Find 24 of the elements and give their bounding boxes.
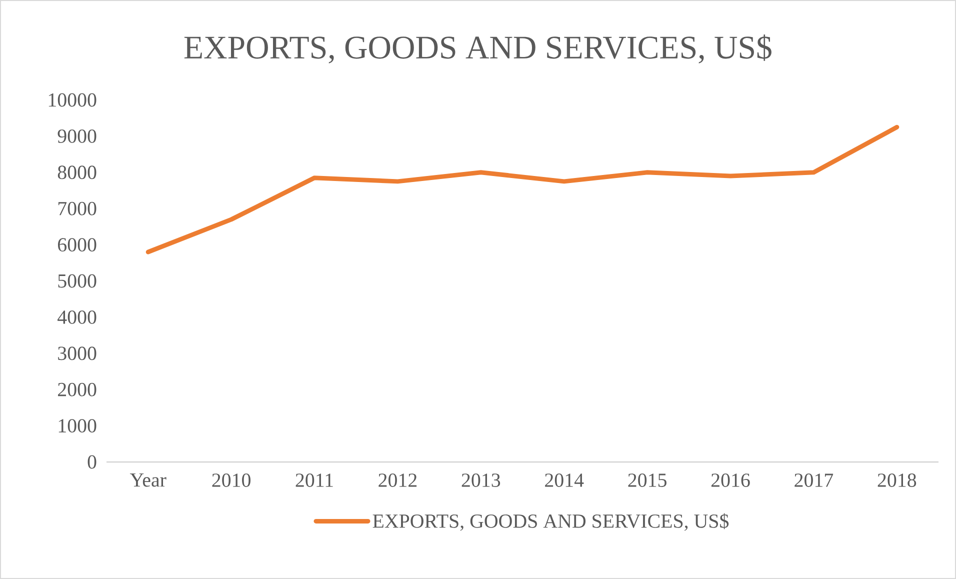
x-tick-label: Year [130, 474, 166, 487]
x-tick-label: 2014 [545, 474, 584, 487]
x-tick-label: 2017 [794, 474, 834, 487]
y-tick-label: 1000 [58, 419, 96, 432]
chart-title: EXPORTS, GOODS AND SERVICES, US$ [184, 34, 772, 64]
x-tick-label: 2012 [378, 474, 417, 487]
y-tick-label: 4000 [58, 310, 96, 324]
x-tick-label: 2010 [212, 474, 250, 487]
x-tick-label: 2016 [711, 474, 750, 487]
y-tick-label: 6000 [58, 238, 96, 252]
y-tick-label: 2000 [58, 382, 96, 396]
x-tick-label: 2018 [878, 474, 916, 487]
legend-label: EXPORTS, GOODS AND SERVICES, US$ [372, 513, 729, 531]
line-series [146, 124, 900, 254]
y-tick-label: 0 [88, 455, 96, 469]
y-tick-label: 7000 [58, 202, 96, 216]
y-tick-label: 5000 [58, 274, 96, 288]
x-tick-label: 2011 [296, 474, 333, 487]
y-tick-label: 8000 [58, 166, 96, 180]
x-tick-label: 2013 [462, 474, 500, 487]
y-tick-label: 10000 [48, 93, 96, 107]
y-tick-label: 3000 [58, 346, 96, 360]
x-tick-label: 2015 [628, 474, 666, 487]
y-tick-label: 9000 [58, 129, 96, 143]
